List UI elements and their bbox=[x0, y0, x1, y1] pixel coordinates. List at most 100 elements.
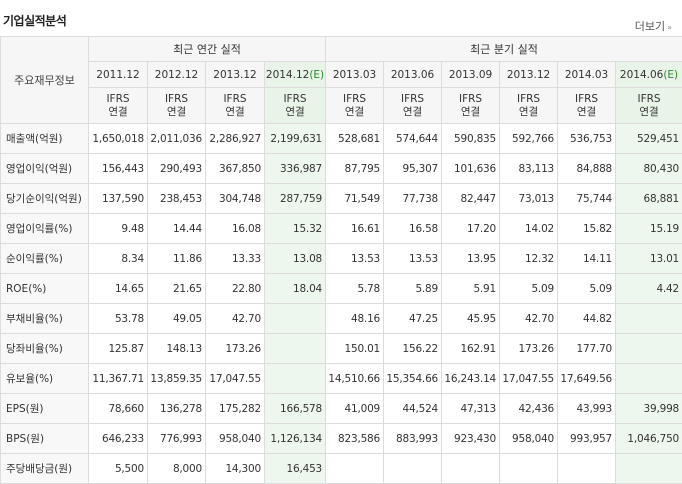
estimate-marker: (E) bbox=[309, 69, 324, 81]
table-cell: 11,367.71 bbox=[89, 364, 148, 394]
table-cell: 958,040 bbox=[206, 424, 265, 454]
table-cell: 290,493 bbox=[148, 154, 206, 184]
table-cell: 16.08 bbox=[206, 214, 265, 244]
table-cell: 47,313 bbox=[442, 394, 500, 424]
table-cell bbox=[384, 454, 442, 484]
row-label: 주당배당금(원) bbox=[1, 454, 89, 484]
table-cell: 8.34 bbox=[89, 244, 148, 274]
table-cell: 13.53 bbox=[326, 244, 384, 274]
row-label: 당기순이익(억원) bbox=[1, 184, 89, 214]
more-label: 더보기 bbox=[635, 20, 665, 33]
table-cell: 1,126,134 bbox=[265, 424, 326, 454]
table-cell: 590,835 bbox=[442, 124, 500, 154]
table-cell: 13.53 bbox=[384, 244, 442, 274]
estimate-marker: (E) bbox=[663, 69, 678, 81]
table-cell: 16,453 bbox=[265, 454, 326, 484]
table-cell: 48.16 bbox=[326, 304, 384, 334]
table-cell: 17,047.55 bbox=[206, 364, 265, 394]
table-cell: 958,040 bbox=[500, 424, 558, 454]
consolidated-label: 연결 bbox=[148, 106, 205, 119]
table-cell: 238,453 bbox=[148, 184, 206, 214]
period-header: 2014.06(E) bbox=[616, 62, 682, 88]
consolidated-label: 연결 bbox=[384, 106, 441, 119]
ifrs-label: IFRS bbox=[558, 93, 615, 106]
row-label: 영업이익률(%) bbox=[1, 214, 89, 244]
table-cell: 646,233 bbox=[89, 424, 148, 454]
table-cell: 16,243.14 bbox=[442, 364, 500, 394]
ifrs-label: IFRS bbox=[206, 93, 264, 106]
table-cell: 82,447 bbox=[442, 184, 500, 214]
table-cell: 137,590 bbox=[89, 184, 148, 214]
table-cell: 156,443 bbox=[89, 154, 148, 184]
table-cell: 173.26 bbox=[500, 334, 558, 364]
period-label: 2014.06 bbox=[620, 69, 663, 81]
period-label: 2011.12 bbox=[96, 69, 139, 81]
table-cell: 156.22 bbox=[384, 334, 442, 364]
table-cell: 5.09 bbox=[500, 274, 558, 304]
table-cell bbox=[500, 454, 558, 484]
ifrs-label: IFRS bbox=[384, 93, 441, 106]
more-arrow-icon: » bbox=[667, 23, 672, 32]
table-cell: 2,286,927 bbox=[206, 124, 265, 154]
section-title: 기업실적분석 bbox=[3, 12, 66, 29]
period-header: 2014.03 bbox=[558, 62, 616, 88]
consolidated-label: 연결 bbox=[326, 106, 383, 119]
table-cell: 42.70 bbox=[500, 304, 558, 334]
consolidated-label: 연결 bbox=[89, 106, 147, 119]
table-cell: 49.05 bbox=[148, 304, 206, 334]
row-label: 부채비율(%) bbox=[1, 304, 89, 334]
table-cell: 71,549 bbox=[326, 184, 384, 214]
table-cell: 80,430 bbox=[616, 154, 682, 184]
row-label: 순이익률(%) bbox=[1, 244, 89, 274]
table-cell: 21.65 bbox=[148, 274, 206, 304]
table-cell: 13.08 bbox=[265, 244, 326, 274]
period-header: 2013.12 bbox=[206, 62, 265, 88]
more-link[interactable]: 더보기» bbox=[635, 18, 672, 34]
period-label: 2013.12 bbox=[213, 69, 256, 81]
table-cell bbox=[326, 454, 384, 484]
ifrs-label: IFRS bbox=[148, 93, 205, 106]
ifrs-label: IFRS bbox=[442, 93, 499, 106]
table-cell: 22.80 bbox=[206, 274, 265, 304]
period-header: 2011.12 bbox=[89, 62, 148, 88]
table-cell: 529,451 bbox=[616, 124, 682, 154]
table-cell: 47.25 bbox=[384, 304, 442, 334]
table-cell: 14.65 bbox=[89, 274, 148, 304]
table-cell bbox=[265, 364, 326, 394]
corner-label: 주요재무정보 bbox=[1, 37, 89, 124]
table-cell bbox=[616, 454, 682, 484]
period-header: 2013.06 bbox=[384, 62, 442, 88]
period-header: 2013.03 bbox=[326, 62, 384, 88]
table-cell: 43,993 bbox=[558, 394, 616, 424]
table-cell: 14.02 bbox=[500, 214, 558, 244]
table-cell: 993,957 bbox=[558, 424, 616, 454]
table-cell: 78,660 bbox=[89, 394, 148, 424]
table-cell bbox=[616, 364, 682, 394]
row-label: 영업이익(억원) bbox=[1, 154, 89, 184]
table-cell: 83,113 bbox=[500, 154, 558, 184]
table-cell: 17,649.56 bbox=[558, 364, 616, 394]
table-cell: 15,354.66 bbox=[384, 364, 442, 394]
table-cell: 13,859.35 bbox=[148, 364, 206, 394]
period-header: 2013.09 bbox=[442, 62, 500, 88]
table-cell: 8,000 bbox=[148, 454, 206, 484]
table-cell: 883,993 bbox=[384, 424, 442, 454]
table-cell: 45.95 bbox=[442, 304, 500, 334]
table-cell: 287,759 bbox=[265, 184, 326, 214]
table-cell: 44.82 bbox=[558, 304, 616, 334]
period-label: 2013.03 bbox=[333, 69, 376, 81]
ifrs-label: IFRS bbox=[326, 93, 383, 106]
table-cell: 148.13 bbox=[148, 334, 206, 364]
table-cell bbox=[442, 454, 500, 484]
period-label: 2012.12 bbox=[155, 69, 198, 81]
table-cell: 336,987 bbox=[265, 154, 326, 184]
